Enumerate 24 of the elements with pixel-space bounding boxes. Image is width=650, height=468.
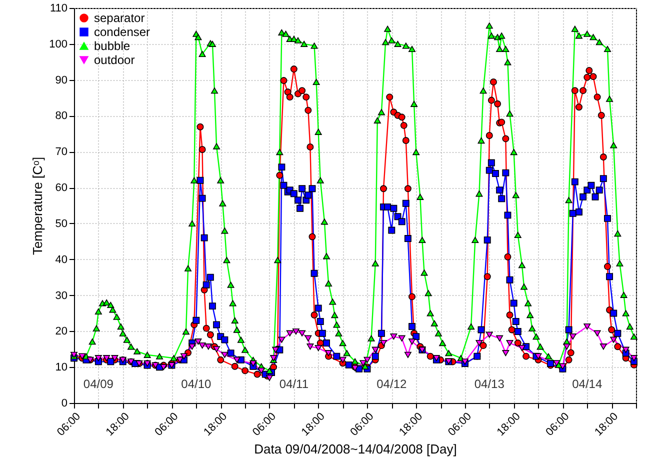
y-tick-label: 20 — [55, 326, 68, 338]
y-tick-label: 60 — [55, 182, 68, 194]
y-tick-label: 100 — [49, 38, 68, 50]
legend-label: separator — [94, 11, 145, 25]
legend-label: condenser — [94, 25, 150, 39]
y-tick-label: 30 — [55, 290, 68, 302]
annotation: 04/12 — [376, 377, 407, 391]
y-tick-label: 10 — [55, 362, 68, 374]
legend-label: bubble — [94, 39, 130, 53]
legend-label: outdoor — [94, 53, 135, 67]
annotation: 04/10 — [181, 377, 212, 391]
y-tick-label: 110 — [50, 2, 68, 14]
annotation: 04/09 — [83, 377, 114, 391]
y-tick-label: 50 — [55, 218, 68, 230]
y-tick-label: 0 — [61, 398, 68, 410]
y-tick-label: 70 — [55, 146, 68, 158]
x-axis-title: Data 09/04/2008~14/04/2008 [Day] — [254, 442, 457, 457]
annotation: 04/11 — [279, 377, 309, 391]
y-tick-label: 40 — [55, 254, 68, 266]
annotation: 04/14 — [572, 377, 602, 391]
annotation: 04/13 — [474, 377, 505, 391]
y-tick-label: 90 — [55, 74, 68, 86]
y-axis-title: Temperature [Cᵒ] — [30, 156, 46, 256]
y-tick-label: 80 — [55, 110, 68, 122]
